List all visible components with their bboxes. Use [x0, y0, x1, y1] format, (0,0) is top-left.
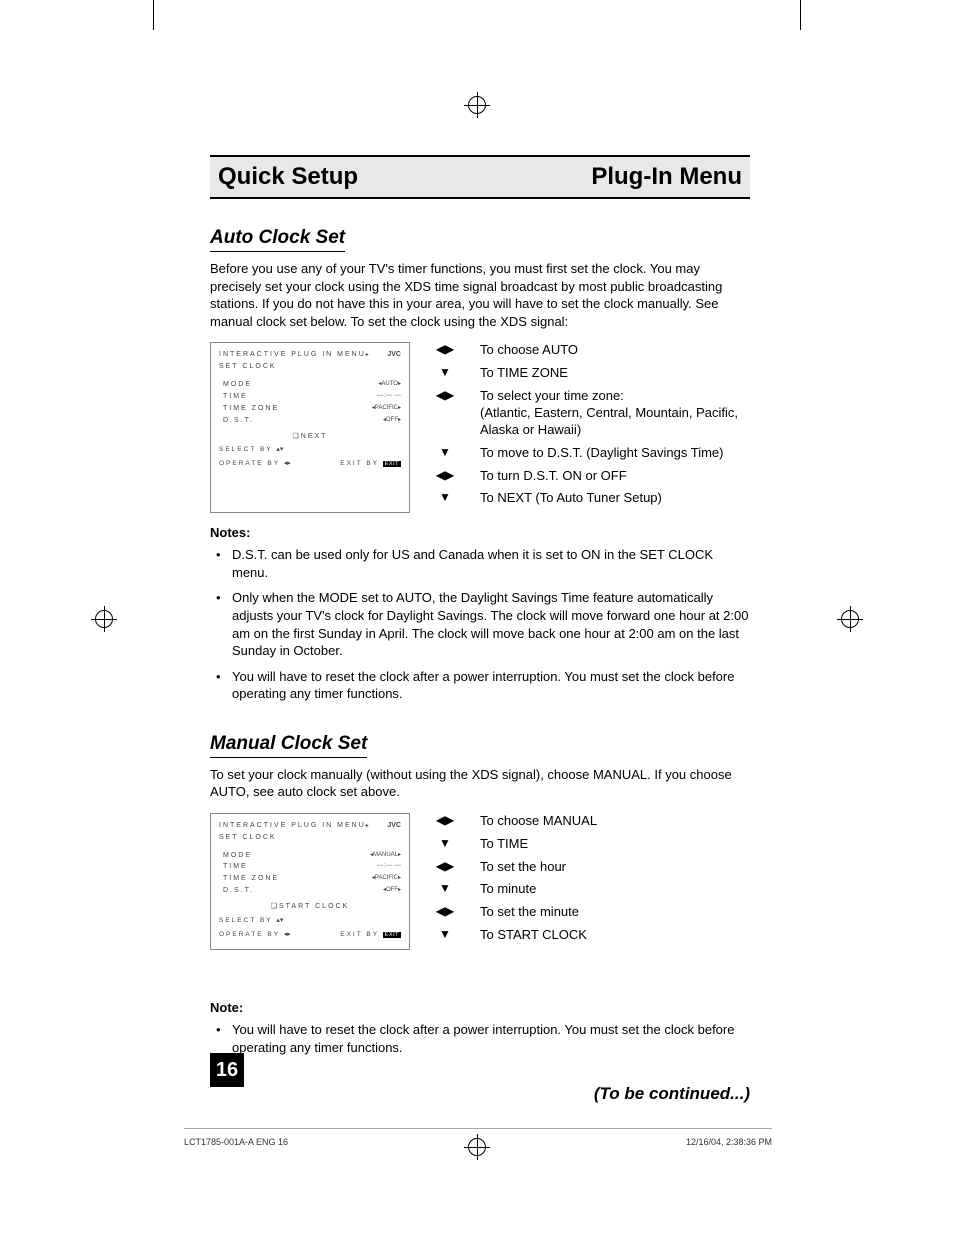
print-footer: LCT1785-001A-A ENG 16 12/16/04, 2:38:36 …	[184, 1128, 772, 1147]
arrow-leftright-icon: ◀▶	[430, 904, 460, 918]
note-item: •You will have to reset the clock after …	[210, 668, 750, 703]
instruction-row: ◀▶To set the minute	[430, 904, 750, 921]
arrow-leftright-icon: ◀▶	[430, 813, 460, 827]
section-title: Auto Clock Set	[210, 227, 345, 252]
osd-menu-manual: INTERACTIVE PLUG IN MENU▸ JVC SET CLOCK …	[210, 813, 410, 950]
arrow-down-icon: ▼	[430, 490, 460, 504]
menu-row: TIME−−:−− −−	[219, 391, 401, 403]
menu-header-text: INTERACTIVE PLUG IN MENU▸	[219, 820, 369, 832]
instructions-auto: ◀▶To choose AUTO ▼To TIME ZONE ◀▶To sele…	[430, 342, 750, 513]
instruction-row: ▼To minute	[430, 881, 750, 898]
notes-heading: Note:	[210, 1000, 750, 1015]
menu-start-clock: ❑START CLOCK	[219, 897, 401, 913]
menu-footer-left: SELECT BY ▴▾	[219, 444, 283, 456]
menu-row: D.S.T.◂OFF▸	[219, 415, 401, 427]
page-header: Quick Setup Plug-In Menu	[210, 155, 750, 199]
menu-header-text: INTERACTIVE PLUG IN MENU▸	[219, 349, 369, 361]
menu-row: MODE◂AUTO▸	[219, 379, 401, 391]
arrow-down-icon: ▼	[430, 836, 460, 850]
header-right: Plug-In Menu	[591, 163, 742, 191]
menu-footer-left2: OPERATE BY ◂▸	[219, 458, 291, 470]
osd-menu-auto: INTERACTIVE PLUG IN MENU▸ JVC SET CLOCK …	[210, 342, 410, 513]
instructions-manual: ◀▶To choose MANUAL ▼To TIME ◀▶To set the…	[430, 813, 750, 950]
menu-footer-left2: OPERATE BY ◂▸	[219, 929, 291, 941]
instruction-row: ▼To TIME ZONE	[430, 365, 750, 382]
footer-left: LCT1785-001A-A ENG 16	[184, 1137, 288, 1147]
menu-row: TIME ZONE◂PACIFIC▸	[219, 873, 401, 885]
page-number: 16	[210, 1053, 244, 1087]
note-item: •Only when the MODE set to AUTO, the Day…	[210, 589, 750, 659]
registration-mark-icon	[468, 96, 486, 114]
arrow-down-icon: ▼	[430, 881, 460, 895]
header-left: Quick Setup	[218, 163, 358, 191]
section-auto-clock: Auto Clock Set Before you use any of you…	[210, 227, 750, 703]
section-manual-clock: Manual Clock Set To set your clock manua…	[210, 733, 750, 1057]
crop-mark	[153, 0, 154, 30]
continued-text: (To be continued...)	[210, 1084, 750, 1104]
menu-row: TIME−−:−− −−	[219, 861, 401, 873]
instruction-row: ▼To move to D.S.T. (Daylight Savings Tim…	[430, 445, 750, 462]
section-intro: Before you use any of your TV's timer fu…	[210, 260, 750, 330]
instruction-row: ◀▶To set the hour	[430, 859, 750, 876]
instruction-row: ◀▶To select your time zone: (Atlantic, E…	[430, 388, 750, 439]
arrow-leftright-icon: ◀▶	[430, 468, 460, 482]
footer-right: 12/16/04, 2:38:36 PM	[686, 1137, 772, 1147]
menu-next: ❑NEXT	[219, 427, 401, 443]
arrow-leftright-icon: ◀▶	[430, 388, 460, 402]
instruction-row: ▼To TIME	[430, 836, 750, 853]
instruction-row: ◀▶To turn D.S.T. ON or OFF	[430, 468, 750, 485]
menu-footer-right: EXIT BY EXIT	[340, 929, 401, 941]
instruction-row: ▼To NEXT (To Auto Tuner Setup)	[430, 490, 750, 507]
instruction-row: ▼To START CLOCK	[430, 927, 750, 944]
section-intro: To set your clock manually (without usin…	[210, 766, 750, 801]
arrow-down-icon: ▼	[430, 927, 460, 941]
note-item: •You will have to reset the clock after …	[210, 1021, 750, 1056]
menu-footer-right: EXIT BY EXIT	[340, 458, 401, 470]
crop-mark	[800, 0, 801, 30]
notes-heading: Notes:	[210, 525, 750, 540]
menu-row: D.S.T.◂OFF▸	[219, 885, 401, 897]
menu-brand: JVC	[387, 349, 401, 361]
instruction-row: ◀▶To choose MANUAL	[430, 813, 750, 830]
arrow-leftright-icon: ◀▶	[430, 342, 460, 356]
menu-footer-left: SELECT BY ▴▾	[219, 915, 283, 927]
menu-row: TIME ZONE◂PACIFIC▸	[219, 403, 401, 415]
arrow-down-icon: ▼	[430, 445, 460, 459]
menu-brand: JVC	[387, 820, 401, 832]
menu-subheader: SET CLOCK	[219, 361, 401, 373]
note-item: •D.S.T. can be used only for US and Cana…	[210, 546, 750, 581]
page-content: Quick Setup Plug-In Menu Auto Clock Set …	[210, 155, 750, 1104]
registration-mark-icon	[95, 610, 113, 628]
arrow-down-icon: ▼	[430, 365, 460, 379]
arrow-leftright-icon: ◀▶	[430, 859, 460, 873]
menu-row: MODE◂MANUAL▸	[219, 850, 401, 862]
instruction-row: ◀▶To choose AUTO	[430, 342, 750, 359]
registration-mark-icon	[841, 610, 859, 628]
section-title: Manual Clock Set	[210, 733, 367, 758]
menu-subheader: SET CLOCK	[219, 832, 401, 844]
